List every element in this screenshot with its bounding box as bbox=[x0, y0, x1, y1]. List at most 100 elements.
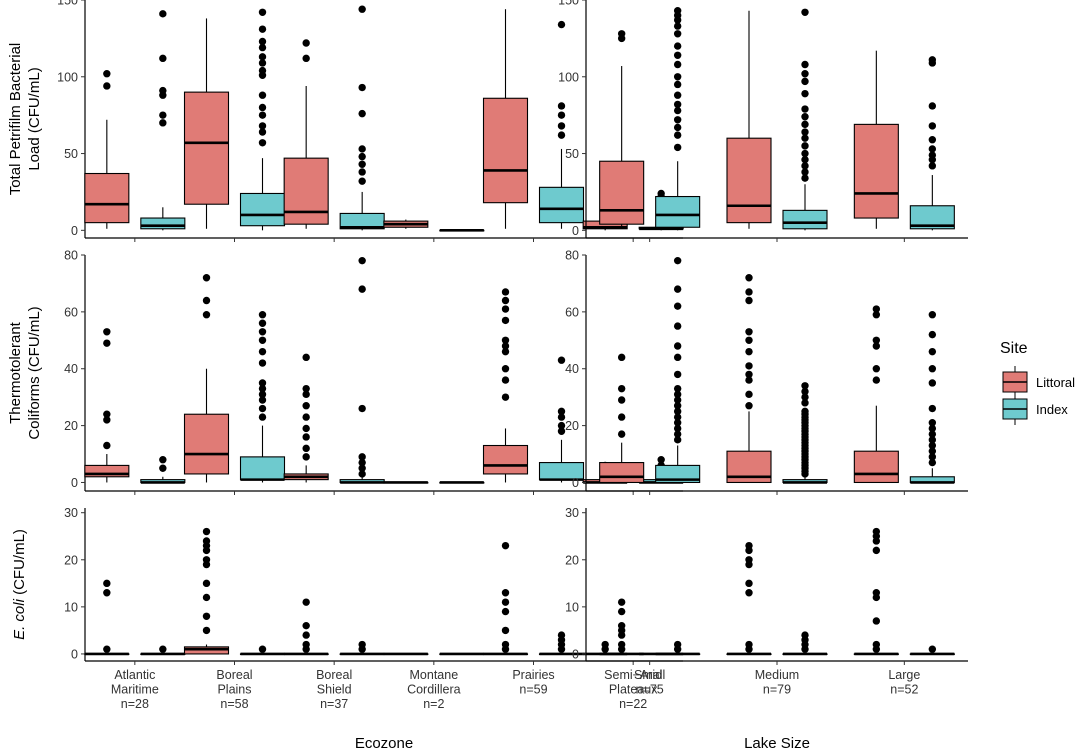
outlier-point bbox=[657, 189, 665, 198]
box-littoral bbox=[853, 450, 899, 484]
outlier-point bbox=[202, 527, 211, 536]
outlier-point bbox=[673, 7, 682, 15]
outlier-point bbox=[673, 256, 682, 265]
outlier-point bbox=[928, 379, 937, 387]
outlier-point bbox=[928, 365, 937, 373]
outlier-point bbox=[258, 390, 267, 399]
x-category-label: Cordillera bbox=[407, 683, 461, 697]
outlier-point bbox=[358, 168, 366, 176]
y-tick-label: 20 bbox=[64, 553, 78, 567]
x-category-label: Boreal bbox=[216, 668, 252, 682]
x-category-label: Small bbox=[634, 668, 665, 682]
outlier-point bbox=[801, 77, 809, 86]
box-littoral bbox=[853, 123, 899, 219]
outlier-point bbox=[159, 86, 167, 95]
box-index bbox=[782, 209, 828, 230]
x-category-label: n=22 bbox=[619, 697, 647, 711]
legend-title: Site bbox=[1000, 340, 1028, 357]
outlier-point bbox=[617, 607, 626, 616]
outlier-point bbox=[673, 51, 682, 59]
y-tick-label: 20 bbox=[565, 553, 579, 567]
outlier-point bbox=[872, 365, 881, 373]
y-tick-label: 20 bbox=[565, 419, 579, 433]
box-littoral bbox=[84, 172, 130, 224]
outlier-point bbox=[159, 645, 167, 653]
outlier-point bbox=[159, 119, 167, 127]
outlier-point bbox=[673, 73, 682, 81]
y-tick-label: 80 bbox=[565, 249, 579, 263]
outlier-point bbox=[258, 396, 267, 404]
box-littoral bbox=[84, 464, 130, 478]
outlier-point bbox=[103, 339, 111, 347]
y-tick-label: 150 bbox=[558, 0, 579, 8]
y-tick-label: 30 bbox=[64, 506, 78, 520]
outlier-point bbox=[557, 407, 566, 416]
x-category-label: n=75 bbox=[636, 683, 664, 697]
outlier-point bbox=[501, 288, 510, 296]
outlier-point bbox=[617, 353, 626, 362]
outlier-point bbox=[745, 296, 753, 305]
outlier-point bbox=[358, 160, 366, 168]
outlier-point bbox=[673, 390, 682, 399]
outlier-point bbox=[258, 328, 267, 336]
outlier-point bbox=[557, 102, 566, 110]
outlier-point bbox=[745, 370, 753, 379]
outlier-point bbox=[801, 149, 809, 158]
outlier-point bbox=[928, 311, 937, 319]
outlier-point bbox=[673, 430, 682, 438]
outlier-point bbox=[159, 456, 167, 464]
outlier-point bbox=[872, 617, 881, 625]
outlier-point bbox=[745, 288, 753, 296]
outlier-point bbox=[358, 470, 366, 478]
outlier-point bbox=[801, 60, 809, 69]
box-littoral bbox=[482, 444, 529, 475]
outlier-point bbox=[302, 353, 310, 362]
outlier-point bbox=[673, 30, 682, 38]
outlier-point bbox=[673, 401, 682, 410]
y-tick-label: 20 bbox=[64, 419, 78, 433]
outlier-point bbox=[617, 396, 626, 404]
outlier-point bbox=[617, 384, 626, 393]
outlier-point bbox=[258, 319, 267, 327]
outlier-point bbox=[103, 645, 111, 653]
x-category-label: Plateaux bbox=[609, 683, 658, 697]
outlier-point bbox=[928, 424, 937, 433]
box-index bbox=[239, 456, 286, 481]
x-category-label: Boreal bbox=[316, 668, 352, 682]
outlier-point bbox=[801, 387, 809, 396]
outlier-point bbox=[801, 89, 809, 98]
outlier-point bbox=[801, 168, 809, 176]
outlier-point bbox=[258, 379, 267, 387]
y-tick-label: 30 bbox=[565, 506, 579, 520]
outlier-point bbox=[745, 328, 753, 336]
box-littoral bbox=[183, 91, 230, 205]
outlier-point bbox=[258, 347, 267, 356]
outlier-point bbox=[258, 103, 267, 112]
outlier-point bbox=[928, 122, 937, 130]
outlier-point bbox=[159, 10, 167, 18]
outlier-point bbox=[501, 342, 510, 350]
outlier-point bbox=[801, 631, 809, 639]
outlier-point bbox=[673, 22, 682, 30]
outlier-point bbox=[801, 120, 809, 129]
outlier-point bbox=[358, 285, 366, 293]
outlier-point bbox=[302, 401, 310, 410]
outlier-point bbox=[358, 404, 366, 413]
y-axis-title: Coliforms (CFU/mL) bbox=[26, 306, 43, 439]
outlier-point bbox=[673, 143, 682, 152]
y-tick-label: 150 bbox=[57, 0, 78, 8]
x-category-label: Prairies bbox=[512, 668, 554, 682]
outlier-point bbox=[673, 91, 682, 99]
outlier-point bbox=[258, 111, 267, 119]
outlier-point bbox=[928, 458, 937, 467]
box-index bbox=[239, 192, 286, 227]
outlier-point bbox=[745, 589, 753, 597]
outlier-point bbox=[872, 305, 881, 313]
outlier-point bbox=[928, 453, 937, 461]
box-index bbox=[140, 217, 186, 230]
x-category-label: n=2 bbox=[423, 697, 444, 711]
outlier-point bbox=[801, 162, 809, 170]
y-tick-label: 50 bbox=[565, 147, 579, 161]
y-tick-label: 0 bbox=[71, 647, 78, 661]
outlier-point bbox=[501, 598, 510, 606]
